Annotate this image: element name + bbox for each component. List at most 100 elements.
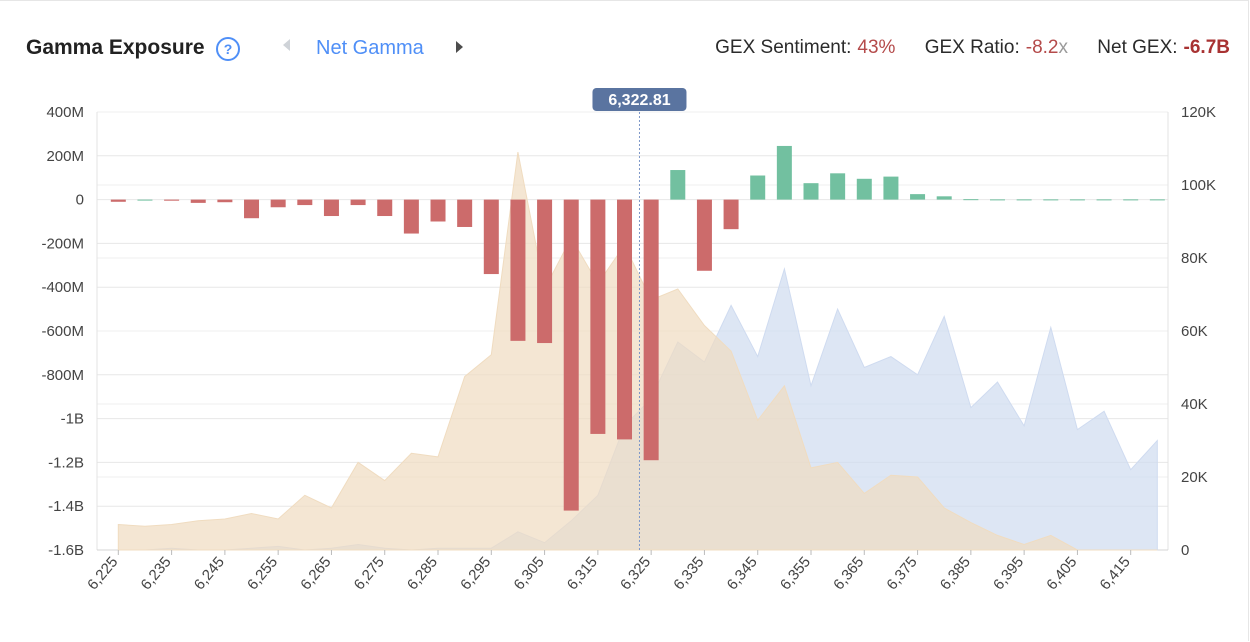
net-gamma-bar <box>590 199 606 434</box>
gex-sentiment-label: GEX Sentiment: <box>715 37 852 58</box>
chevron-right-icon[interactable] <box>456 41 463 53</box>
net-gamma-bar <box>377 199 393 217</box>
net-gamma-bar <box>883 176 899 200</box>
net-gamma-bar <box>723 199 739 230</box>
chevron-left-icon[interactable] <box>283 39 290 51</box>
chart-title: Gamma Exposure <box>26 36 205 59</box>
gex-sentiment-stat: GEX Sentiment: 43% <box>715 37 895 59</box>
net-gamma-bar <box>430 199 446 222</box>
net-gamma-bar <box>350 199 366 206</box>
current-price-label: 6,322.81 <box>608 92 670 109</box>
left-axis-tick-label: 400M <box>46 104 84 121</box>
net-gex-label: Net GEX: <box>1097 37 1178 58</box>
net-gamma-bar <box>936 196 952 200</box>
right-axis-tick-label: 0 <box>1181 542 1189 559</box>
left-axis-tick-label: 200M <box>46 148 84 165</box>
net-gamma-bar <box>297 199 313 206</box>
net-gamma-bar <box>1069 199 1085 201</box>
net-gamma-bar <box>164 199 180 201</box>
gex-stats: GEX Sentiment: 43% GEX Ratio: -8.2x Net GE… <box>691 37 1230 59</box>
calls-area-series <box>117 152 1158 551</box>
net-gamma-bar <box>750 175 766 200</box>
net-gamma-bar <box>856 178 872 200</box>
net-gamma-bar <box>617 199 633 440</box>
help-circle-icon[interactable]: ? <box>216 37 240 61</box>
chart-header: Gamma Exposure ? Net Gamma GEX Sentiment… <box>0 0 1250 100</box>
left-axis-tick-label: -1B <box>61 411 84 428</box>
x-axis-tick-label: 6,245 <box>191 554 228 594</box>
net-gamma-bar <box>670 170 686 200</box>
x-axis-tick-label: 6,415 <box>1097 554 1134 594</box>
net-gex-value: -6.7B <box>1183 37 1230 58</box>
x-axis-tick-label: 6,405 <box>1043 554 1080 594</box>
net-gamma-bar <box>137 199 153 201</box>
net-gamma-bar <box>643 199 659 461</box>
x-axis-tick-label: 6,345 <box>724 554 761 594</box>
x-axis-tick-label: 6,285 <box>404 554 441 594</box>
view-selector-label[interactable]: Net Gamma <box>316 37 424 59</box>
net-gamma-bar <box>510 199 526 341</box>
net-gamma-bar <box>830 173 846 200</box>
gex-ratio-value: -8.2 <box>1025 37 1059 58</box>
gex-ratio-suffix: x <box>1058 37 1069 58</box>
net-gamma-bar <box>563 199 579 511</box>
right-axis-tick-label: 120K <box>1181 104 1216 121</box>
net-gamma-bar <box>190 199 206 203</box>
gex-ratio-stat: GEX Ratio: -8.2x <box>925 37 1068 59</box>
left-axis-tick-label: -600M <box>41 323 84 340</box>
net-gamma-bar <box>244 199 260 219</box>
net-gamma-bar <box>483 199 499 275</box>
net-gamma-bar <box>989 199 1005 201</box>
right-axis-tick-label: 100K <box>1181 177 1216 194</box>
net-gamma-bar <box>1043 199 1059 201</box>
current-price-badge <box>592 88 687 111</box>
left-axis-tick-label: -400M <box>41 279 84 296</box>
gex-ratio-label: GEX Ratio: <box>924 37 1020 58</box>
x-axis-tick-label: 6,365 <box>830 554 867 594</box>
left-axis-tick-label: -1.4B <box>48 498 84 515</box>
net-gamma-bar <box>1016 199 1032 201</box>
x-axis-tick-label: 6,325 <box>617 554 654 594</box>
left-axis-tick-label: -1.2B <box>48 454 84 471</box>
net-gamma-bar <box>537 199 553 344</box>
net-gamma-bar <box>270 199 286 208</box>
x-axis-tick-label: 6,265 <box>297 554 334 594</box>
x-axis-tick-label: 6,395 <box>990 554 1027 594</box>
right-axis-tick-label: 60K <box>1181 323 1208 340</box>
left-axis-tick-label: -800M <box>41 367 84 384</box>
left-axis-tick-label: -1.6B <box>48 542 84 559</box>
net-gamma-bar <box>1096 199 1112 201</box>
x-axis-tick-label: 6,375 <box>883 554 920 594</box>
net-gamma-bar <box>110 199 126 202</box>
x-axis-tick-label: 6,235 <box>138 554 175 594</box>
x-axis-tick-label: 6,305 <box>510 554 547 594</box>
net-gamma-bar <box>1149 199 1165 201</box>
x-axis-tick-label: 6,335 <box>670 554 707 594</box>
net-gamma-bar <box>403 199 419 234</box>
x-axis-tick-label: 6,355 <box>777 554 814 594</box>
x-axis-tick-label: 6,275 <box>351 554 388 594</box>
x-axis-tick-label: 6,255 <box>244 554 281 594</box>
x-axis-tick-label: 6,385 <box>937 554 974 594</box>
gex-sentiment-value: 43% <box>857 37 896 58</box>
net-gamma-bar <box>696 199 712 271</box>
x-axis-tick-label: 6,295 <box>457 554 494 594</box>
right-axis-tick-label: 20K <box>1181 469 1208 486</box>
right-axis-tick-label: 40K <box>1181 396 1208 413</box>
net-gamma-bar <box>803 183 819 200</box>
right-axis-tick-label: 80K <box>1181 250 1208 267</box>
x-axis-tick-label: 6,315 <box>564 554 601 594</box>
left-axis-tick-label: -200M <box>41 235 84 252</box>
x-axis-tick-label: 6,225 <box>84 554 121 594</box>
net-gamma-bar <box>457 199 473 227</box>
net-gamma-bar <box>963 199 979 201</box>
net-gamma-bar <box>217 199 233 203</box>
net-gamma-bar <box>323 199 339 217</box>
net-gamma-bar <box>1123 199 1139 201</box>
left-axis-tick-label: 0 <box>76 192 84 209</box>
net-gex-stat: Net GEX: -6.7B <box>1097 37 1230 59</box>
net-gamma-bar <box>910 194 926 200</box>
net-gamma-bar <box>776 145 792 200</box>
